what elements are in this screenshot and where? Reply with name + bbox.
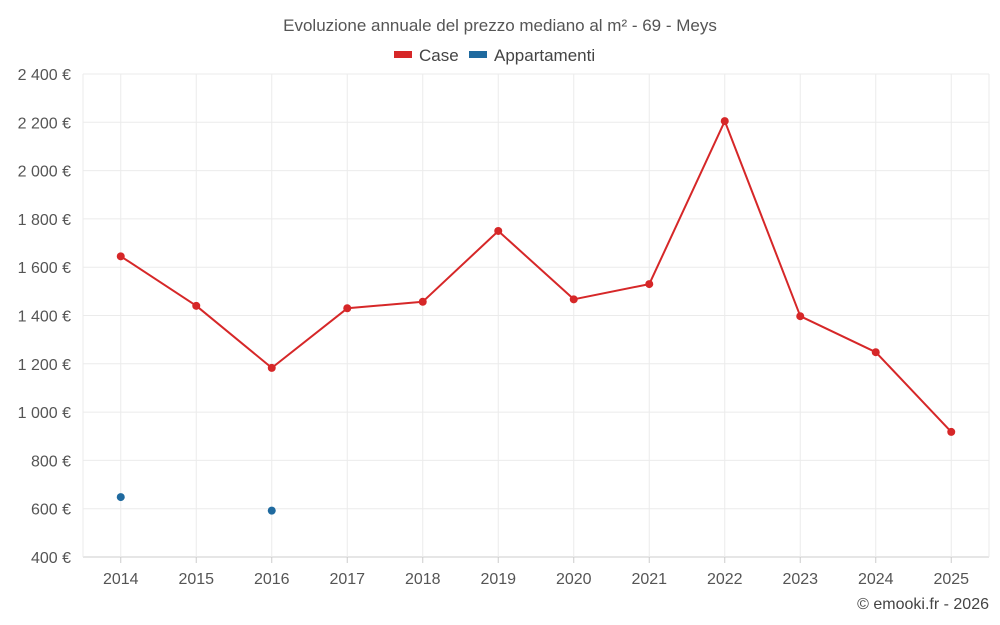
y-tick-label: 1 600 € <box>18 260 71 277</box>
legend: Case Appartamenti <box>394 46 595 65</box>
data-point-case-2014[interactable] <box>116 252 125 261</box>
legend-swatch-appartamenti <box>469 51 487 58</box>
chart-title: Evoluzione annuale del prezzo mediano al… <box>283 16 717 35</box>
x-tick-label: 2020 <box>556 571 592 588</box>
x-tick-label: 2015 <box>178 571 214 588</box>
data-point-case-2025[interactable] <box>947 427 956 436</box>
data-point-case-2019[interactable] <box>494 226 503 235</box>
y-tick-label: 2 200 € <box>18 115 71 132</box>
x-tick-label: 2019 <box>480 571 516 588</box>
y-tick-label: 600 € <box>31 502 71 519</box>
x-tick-label: 2025 <box>933 571 969 588</box>
y-tick-label: 400 € <box>31 550 71 567</box>
grid <box>82 73 990 558</box>
series <box>116 117 956 515</box>
y-tick-label: 2 400 € <box>18 67 71 84</box>
data-point-case-2023[interactable] <box>796 312 805 321</box>
data-point-case-2016[interactable] <box>267 363 276 372</box>
x-tick-label: 2017 <box>329 571 365 588</box>
data-point-case-2021[interactable] <box>645 280 654 289</box>
data-point-case-2022[interactable] <box>720 117 729 126</box>
credit-text: © emooki.fr - 2026 <box>857 596 989 613</box>
y-tick-label: 800 € <box>31 453 71 470</box>
x-tick-label: 2023 <box>782 571 818 588</box>
series-line-case <box>120 120 953 433</box>
y-tick-label: 1 000 € <box>18 405 71 422</box>
data-point-case-2024[interactable] <box>871 348 880 357</box>
y-tick-label: 2 000 € <box>18 164 71 181</box>
legend-item-appartamenti[interactable]: Appartamenti <box>469 46 595 65</box>
x-tick-label: 2018 <box>405 571 441 588</box>
y-axis: 400 € 600 € 800 € 1 000 € 1 200 € 1 400 € 1 60… <box>18 67 71 567</box>
data-point-case-2017[interactable] <box>343 304 352 313</box>
x-tick-label: 2014 <box>103 571 139 588</box>
x-tick-label: 2024 <box>858 571 894 588</box>
data-point-case-2020[interactable] <box>569 295 578 304</box>
y-tick-label: 1 400 € <box>18 309 71 326</box>
legend-label-appartamenti: Appartamenti <box>494 46 595 65</box>
data-point-appartamenti-2014[interactable] <box>116 493 125 502</box>
data-point-case-2018[interactable] <box>418 297 427 306</box>
x-tick-label: 2016 <box>254 571 290 588</box>
x-tick-label: 2022 <box>707 571 743 588</box>
legend-label-case: Case <box>419 46 459 65</box>
data-point-appartamenti-2016[interactable] <box>267 506 276 515</box>
x-tick-label: 2021 <box>631 571 667 588</box>
y-tick-label: 1 800 € <box>18 212 71 229</box>
legend-swatch-case <box>394 51 412 58</box>
data-point-case-2015[interactable] <box>192 301 201 310</box>
y-tick-label: 1 200 € <box>18 357 71 374</box>
legend-item-case[interactable]: Case <box>394 46 459 65</box>
x-axis: 2014 2015 2016 2017 2018 2019 2020 2021 2022 2023… <box>103 557 969 588</box>
